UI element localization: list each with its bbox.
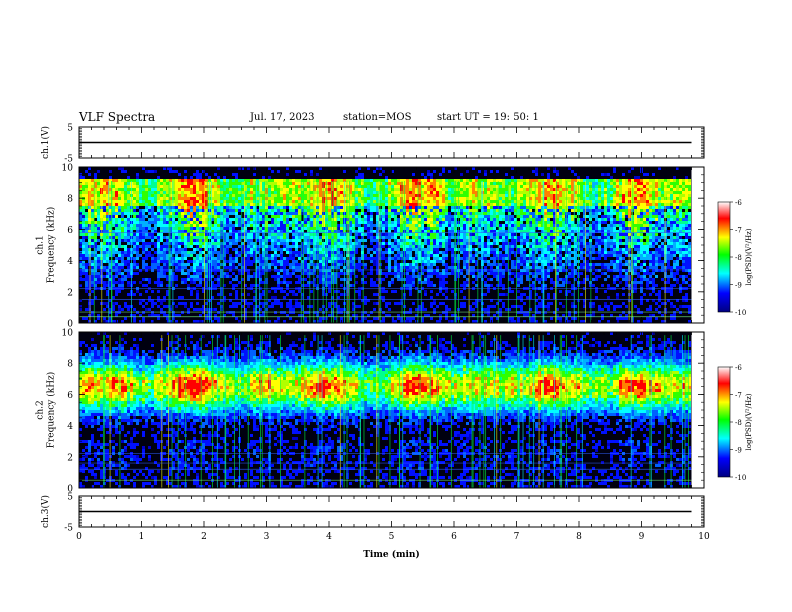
panel-ch1-waveform: 5 -5 ch.1(V) [40,124,705,165]
chart-title: VLF Spectra [79,110,156,124]
start-time-label: start UT = 19: 50: 1 [437,112,539,123]
panel-ch2-spectrogram: 0 2 4 6 8 10 ch.2Frequency (kHz) -6 -7 -8 -9 -10 log… [36,329,754,495]
y-tick-label: -5 [64,524,73,534]
y-axis-label: ch.1Frequency (kHz) [36,207,57,284]
x-tick-label: 7 [514,532,520,542]
x-tick-label: 8 [576,532,582,542]
colorbar-tick-label: -6 [735,364,742,372]
y-axis-label: ch.3(V) [40,495,51,528]
colorbar-tick-label: -8 [735,419,742,427]
x-tick-label: 1 [139,532,145,542]
colorbar-tick-label: -7 [735,392,742,400]
colorbar-tick-label: -7 [735,227,742,235]
date-label: Jul. 17, 2023 [250,112,315,123]
x-tick-label: 4 [326,532,332,542]
panel-ch3-waveform: 5 -50 1 2 3 4 5 6 7 8 9 10 ch.3(V) [40,493,710,543]
y-tick-label: 6 [67,226,73,236]
x-axis-label: Time (min) [363,549,420,560]
y-tick-label: 0 [67,485,73,495]
y-tick-label: 4 [67,422,73,432]
y-tick-label: 2 [67,288,73,298]
x-tick-label: 0 [76,532,82,542]
colorbar-tick-label: -9 [735,282,742,290]
spectrogram-cells [79,167,691,323]
x-tick-label: 2 [201,532,207,542]
x-tick-label: 10 [698,532,710,542]
colorbar [717,201,731,313]
colorbar-tick-label: -10 [735,474,746,482]
y-axis-label: ch.2Frequency (kHz) [36,372,57,449]
panel-ch1-spectrogram: 0 2 4 6 8 10 ch.1Frequency (kHz) -6 -7 -8 -9 -10 log… [36,164,754,330]
colorbar-label: log(PSD)(V²/Hz) [745,393,753,450]
y-tick-label: 8 [67,360,73,370]
station-label: station=MOS [343,112,412,123]
x-tick-label: 3 [264,532,270,542]
y-tick-label: 5 [67,493,73,503]
y-tick-label: 10 [62,164,74,174]
y-tick-label: 4 [67,257,73,267]
y-tick-label: 5 [67,124,73,134]
y-tick-label: 10 [62,329,74,339]
y-tick-label: 0 [67,320,73,330]
y-tick-label: 8 [67,195,73,205]
colorbar-tick-label: -9 [735,447,742,455]
colorbar-tick-label: -6 [735,199,742,207]
colorbar [717,366,731,478]
y-tick-label: 2 [67,453,73,463]
y-tick-label: -5 [64,155,73,165]
colorbar-tick-label: -8 [735,254,742,262]
x-tick-label: 5 [389,532,395,542]
y-axis-label: ch.1(V) [40,126,51,159]
x-tick-label: 9 [639,532,645,542]
colorbar-label: log(PSD)(V²/Hz) [745,228,753,285]
y-tick-label: 6 [67,391,73,401]
x-tick-label: 6 [451,532,457,542]
colorbar-tick-label: -10 [735,309,746,317]
